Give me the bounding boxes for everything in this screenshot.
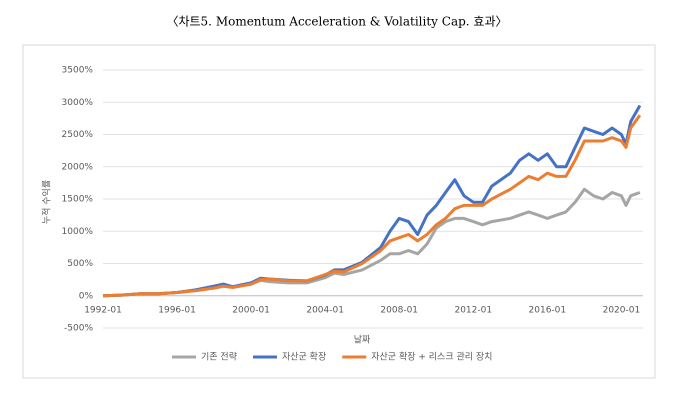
y-tick-label: 2000% [62, 162, 94, 172]
x-tick-label: 2008-01 [380, 305, 418, 315]
y-tick-label: 1000% [62, 227, 94, 237]
line-series [102, 104, 642, 298]
x-tick-label: 2016-01 [529, 305, 567, 315]
y-tick-label: 0% [79, 291, 94, 301]
y-tick-label: 500% [67, 259, 93, 269]
chart-title: 〈차트5. Momentum Acceleration & Volatility… [166, 15, 507, 29]
x-axis-label: 날짜 [354, 335, 371, 346]
y-tick-label: 3000% [62, 98, 94, 108]
x-tick-label: 2020-01 [603, 305, 641, 315]
y-tick-label: 1500% [62, 195, 94, 205]
legend-label: 기존 전략 [201, 351, 237, 363]
x-tick-label: 1996-01 [158, 305, 196, 315]
y-tick-label: 2500% [62, 130, 94, 140]
line-series [102, 187, 641, 298]
x-tick-label: 1992-01 [84, 305, 122, 315]
legend-label: 자산군 확장 [282, 351, 326, 363]
chart-border [22, 44, 656, 379]
y-axis-label: 누적 수익률 [41, 180, 53, 224]
y-tick-label: 3500% [62, 66, 94, 76]
x-tick-label: 2004-01 [306, 305, 344, 315]
x-tick-label: 2012-01 [454, 305, 492, 315]
line-series [102, 114, 642, 298]
legend-label: 자산군 확장 + 리스크 관리 장치 [371, 351, 492, 363]
y-tick-label: -500% [64, 324, 93, 334]
x-tick-label: 2000-01 [232, 305, 270, 315]
